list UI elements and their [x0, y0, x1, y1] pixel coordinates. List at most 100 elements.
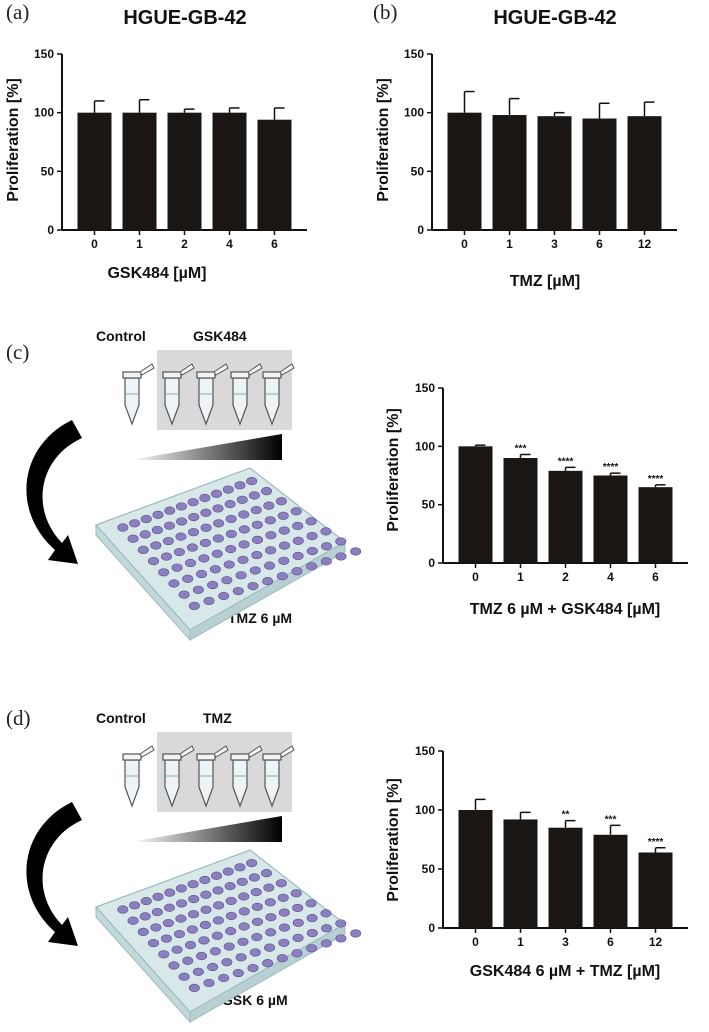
tube-lid — [247, 745, 263, 758]
chart-title: HGUE-GB-42 — [123, 7, 246, 29]
well — [238, 907, 250, 916]
well — [251, 535, 263, 544]
well — [196, 569, 208, 579]
well — [175, 914, 187, 923]
well — [192, 967, 204, 976]
bar — [257, 119, 292, 230]
well — [251, 550, 263, 560]
well — [290, 889, 302, 898]
well — [200, 905, 212, 914]
well — [147, 557, 159, 566]
tube-icon — [122, 363, 155, 426]
scheme-c-treatment-label: GSK484 — [193, 328, 247, 344]
well — [198, 936, 210, 945]
well — [152, 892, 164, 901]
significance-label: *** — [605, 814, 617, 825]
well — [335, 537, 347, 546]
well — [232, 586, 244, 596]
x-tick-label: 3 — [562, 935, 569, 949]
well — [320, 527, 332, 536]
well — [160, 934, 172, 943]
x-tick-label: 1 — [506, 237, 513, 251]
well — [175, 532, 187, 541]
well — [218, 591, 230, 601]
well — [251, 520, 263, 529]
chart-title: HGUE-GB-42 — [493, 7, 616, 29]
well — [150, 541, 162, 550]
well — [117, 905, 129, 914]
significance-label: ** — [562, 810, 570, 821]
well — [224, 500, 236, 509]
bar — [537, 116, 572, 230]
well — [264, 943, 276, 952]
x-tick-label: 1 — [136, 237, 143, 251]
well — [203, 978, 215, 988]
x-tick-label: 4 — [226, 237, 233, 251]
tube-body — [124, 759, 140, 808]
well — [335, 552, 347, 561]
well — [335, 934, 347, 943]
chart-1: HGUE-GB-42 0 50 100 150 0 1 3 6 12 TMZ [µM] Prolife… — [375, 7, 677, 290]
well — [265, 546, 277, 555]
well — [262, 959, 274, 968]
well — [168, 961, 180, 970]
tube-lid — [139, 745, 155, 758]
well — [158, 950, 170, 959]
well — [176, 517, 188, 526]
chart-2: 0 50 100 150 0 1 *** 2 **** 4 **** 6 **** TMZ 6 µM + … — [385, 381, 688, 618]
y-tick-label: 0 — [47, 223, 54, 237]
x-tick-label: 3 — [551, 237, 558, 251]
well — [306, 944, 318, 953]
y-tick-label: 100 — [415, 803, 435, 817]
y-axis-title: Proliferation [%] — [385, 408, 402, 532]
well — [203, 596, 215, 606]
well — [278, 541, 290, 550]
well — [162, 918, 174, 928]
well — [277, 511, 289, 520]
well — [290, 507, 302, 516]
y-tick-label: 150 — [34, 47, 54, 61]
well — [188, 512, 200, 522]
tube-cap — [162, 371, 182, 379]
y-tick-label: 0 — [428, 556, 435, 570]
tube-lid — [247, 363, 263, 376]
well — [238, 922, 250, 931]
tube-cap — [196, 371, 216, 379]
well — [175, 884, 187, 893]
well — [292, 933, 304, 943]
well — [235, 953, 247, 962]
well — [305, 899, 317, 908]
well — [158, 568, 170, 577]
tube-icon — [122, 745, 155, 808]
well — [275, 497, 287, 506]
bar — [638, 487, 673, 563]
bar — [458, 446, 493, 563]
y-tick-label: 100 — [415, 439, 435, 453]
well — [251, 932, 263, 942]
significance-label: **** — [558, 456, 574, 467]
well — [178, 590, 190, 599]
well — [199, 920, 211, 930]
well — [278, 526, 290, 535]
well — [234, 863, 246, 872]
y-tick-label: 50 — [422, 498, 436, 512]
y-tick-label: 50 — [411, 164, 425, 178]
y-tick-label: 100 — [34, 106, 54, 120]
tube-body — [124, 377, 140, 426]
bar — [582, 118, 617, 230]
well — [235, 571, 247, 580]
curved-arrow-icon — [26, 802, 82, 946]
tube-cap — [262, 753, 282, 761]
well — [212, 886, 224, 895]
x-axis-title: TMZ [µM] — [510, 273, 581, 290]
well — [264, 561, 276, 570]
well — [250, 887, 262, 897]
scheme-c-plate-label: TMZ 6 µM — [228, 610, 293, 626]
scheme-d-plate-label: GSK 6 µM — [222, 992, 288, 1008]
bar — [503, 458, 538, 563]
x-tick-label: 2 — [562, 570, 569, 584]
x-axis-title: TMZ 6 µM + GSK484 [µM] — [470, 601, 660, 618]
well — [246, 859, 258, 868]
well-plate-icon — [94, 467, 362, 642]
